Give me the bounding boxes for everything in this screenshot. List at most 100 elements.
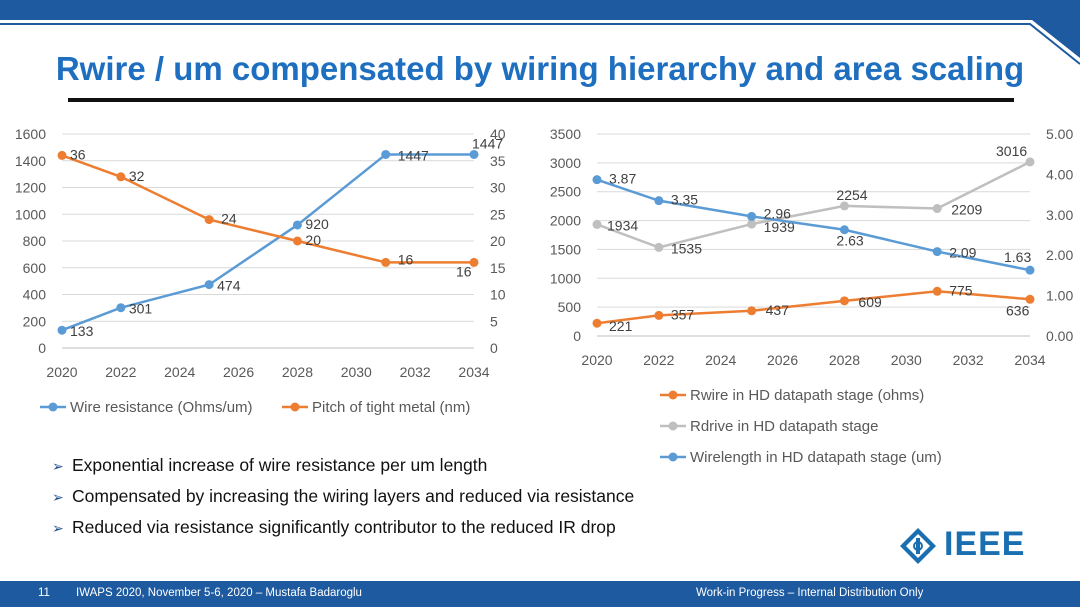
y2-tick-label: 20 — [490, 233, 506, 249]
y2-tick-label: 2.00 — [1046, 247, 1073, 263]
data-point — [839, 201, 849, 211]
ieee-logo-text: IEEE — [944, 525, 1026, 563]
y2-tick-label: 25 — [490, 206, 506, 222]
x-tick-label: 2020 — [46, 364, 77, 380]
x-tick-label: 2034 — [458, 364, 489, 380]
chart-right-legend: Rwire in HD datapath stage (ohms) Rdrive … — [660, 387, 942, 466]
legend-label: Wirelength in HD datapath stage (um) — [690, 449, 942, 466]
data-point — [747, 211, 757, 221]
arrow-bullet-icon: ➢ — [52, 520, 64, 536]
data-label: 16 — [456, 263, 472, 279]
series-line — [61, 153, 474, 332]
bullet-text: Exponential increase of wire resistance … — [72, 455, 488, 475]
data-label: 1447 — [398, 147, 429, 163]
footer-right-text: Work-in Progress – Internal Distribution… — [696, 587, 924, 599]
y-tick-label: 2500 — [550, 184, 581, 200]
ieee-logo-icon — [900, 528, 936, 564]
data-point — [592, 219, 602, 229]
legend-label: Wire resistance (Ohms/um) — [70, 399, 253, 416]
chart-right-grid — [597, 133, 1030, 337]
data-label: 3.87 — [609, 171, 636, 187]
y2-tick-label: 1.00 — [1046, 288, 1073, 304]
y-tick-label: 800 — [23, 233, 47, 249]
y2-tick-label: 35 — [490, 153, 506, 169]
y2-tick-label: 4.00 — [1046, 166, 1073, 182]
y2-tick-label: 15 — [490, 260, 506, 276]
data-label: 636 — [1006, 302, 1030, 318]
data-label: 1535 — [671, 240, 702, 256]
y-tick-label: 1600 — [15, 126, 46, 142]
data-label: 2.63 — [836, 233, 863, 249]
x-tick-label: 2022 — [643, 352, 674, 368]
legend-marker — [668, 421, 678, 431]
x-tick-label: 2026 — [767, 352, 798, 368]
x-tick-label: 2030 — [891, 352, 922, 368]
series-line — [596, 290, 1031, 325]
y2-tick-label: 40 — [490, 126, 506, 142]
y-tick-label: 0 — [573, 328, 581, 344]
data-label: 16 — [398, 251, 414, 267]
y2-tick-label: 3.00 — [1046, 207, 1073, 223]
data-point — [1025, 294, 1035, 304]
y-tick-label: 3000 — [550, 155, 581, 171]
bullet-text: Reduced via resistance significantly con… — [72, 517, 616, 537]
x-tick-label: 2020 — [581, 352, 612, 368]
x-tick-label: 2032 — [400, 364, 431, 380]
data-point — [57, 150, 67, 160]
data-label: 2.96 — [764, 205, 791, 221]
chart-left-series: 133 301 474 920 1447 1447 36 32 24 20 16 16 — [57, 135, 503, 339]
data-point — [116, 303, 126, 313]
data-label: 301 — [129, 301, 153, 317]
y-tick-label: 500 — [558, 299, 582, 315]
data-label: 2254 — [836, 187, 867, 203]
data-point — [839, 296, 849, 306]
data-label: 36 — [70, 146, 86, 162]
footer-bar — [0, 581, 1080, 607]
data-label: 2.09 — [949, 245, 976, 261]
x-tick-label: 2024 — [705, 352, 736, 368]
y2-tick-label: 30 — [490, 180, 506, 196]
bullet-text: Compensated by increasing the wiring lay… — [72, 486, 635, 506]
y2-tick-label: 0 — [490, 340, 498, 356]
data-label: 1.63 — [1004, 249, 1031, 265]
data-point — [839, 225, 849, 235]
data-label: 1934 — [607, 217, 638, 233]
data-label: 221 — [609, 318, 633, 334]
bullet-item: ➢ Exponential increase of wire resistance… — [52, 452, 772, 483]
y-tick-label: 400 — [23, 287, 47, 303]
x-tick-label: 2024 — [164, 364, 195, 380]
x-tick-label: 2022 — [105, 364, 136, 380]
data-point — [204, 215, 214, 225]
data-point — [469, 149, 479, 159]
slide-number: 11 — [38, 587, 50, 599]
data-label: 1939 — [764, 219, 795, 235]
data-point — [1025, 157, 1035, 167]
data-point — [932, 204, 942, 214]
data-point — [1025, 265, 1035, 275]
x-tick-label: 2026 — [223, 364, 254, 380]
y-tick-label: 1500 — [550, 241, 581, 257]
legend-marker — [48, 402, 58, 412]
chart-right: 0 500 1000 1500 2000 2500 3000 3500 0.00 1.00 2.00… — [550, 126, 1074, 466]
legend-marker — [290, 402, 300, 412]
y-tick-label: 1200 — [15, 180, 46, 196]
y-tick-label: 3500 — [550, 126, 581, 142]
data-label: 775 — [949, 282, 973, 298]
data-point — [204, 280, 214, 290]
bullet-item: ➢ Compensated by increasing the wiring la… — [52, 483, 772, 514]
arrow-bullet-icon: ➢ — [52, 458, 64, 474]
x-tick-label: 2030 — [341, 364, 372, 380]
x-tick-label: 2028 — [829, 352, 860, 368]
data-point — [592, 175, 602, 185]
legend-label: Rdrive in HD datapath stage — [690, 418, 878, 435]
legend-label: Pitch of tight metal (nm) — [312, 399, 470, 416]
data-point — [747, 306, 757, 316]
data-point — [654, 196, 664, 206]
bullet-item: ➢ Reduced via resistance significantly co… — [52, 514, 772, 545]
data-point — [57, 325, 67, 335]
data-label: 920 — [305, 216, 329, 232]
series-line — [596, 178, 1031, 272]
data-point — [292, 236, 302, 246]
series-line — [61, 154, 474, 264]
chart-left-axes: 0 200 400 600 800 1000 1200 1400 1600 0 5 10 15 20 25 3… — [15, 126, 506, 380]
